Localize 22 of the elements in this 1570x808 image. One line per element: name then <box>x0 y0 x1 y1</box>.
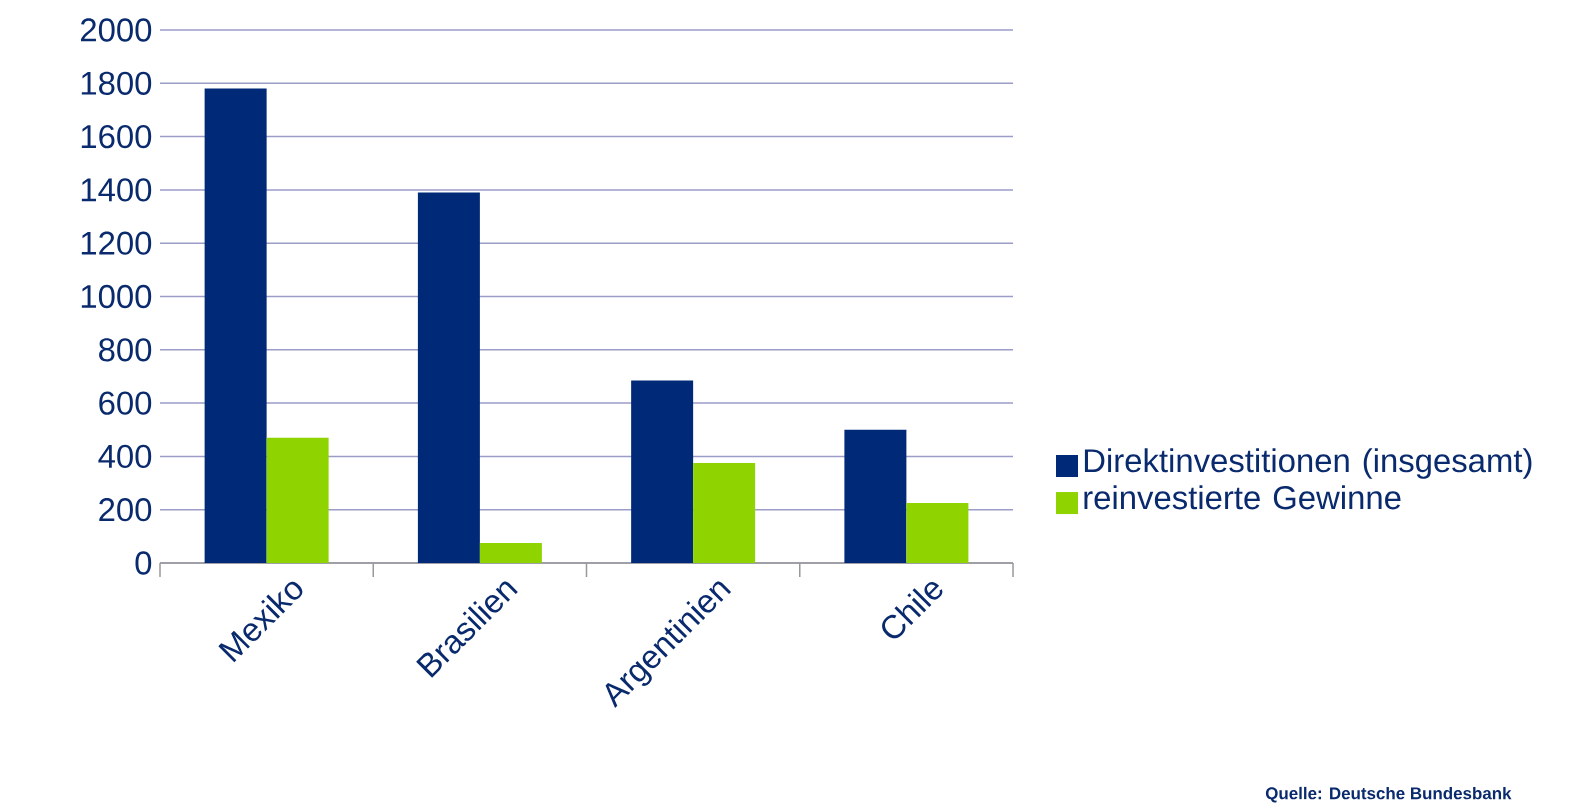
y-tick-label: 2000 <box>81 18 152 42</box>
bar <box>844 429 907 563</box>
legend-label: Direktinvestitionen (insgesamt) <box>1084 448 1532 479</box>
y-tick-label: 400 <box>98 444 152 469</box>
y-tick-label: 1600 <box>81 124 152 149</box>
bar <box>266 437 329 563</box>
bar <box>479 543 542 563</box>
y-tick-label: 0 <box>135 551 152 575</box>
y-tick-label: 1200 <box>81 231 152 255</box>
bar <box>417 192 480 563</box>
y-tick-label: 1000 <box>81 284 152 309</box>
y-tick-label: 800 <box>99 338 152 362</box>
y-tick-label: 1400 <box>81 178 152 202</box>
source-note: Quelle: Deutsche Bundesbank <box>1265 786 1512 803</box>
bar <box>204 88 267 563</box>
legend-label: reinvestierte Gewinne <box>1084 485 1401 510</box>
y-tick-label: 200 <box>99 498 152 522</box>
bar <box>631 380 694 563</box>
y-tick-label: 1800 <box>81 71 152 95</box>
y-tick-label: 600 <box>99 391 152 415</box>
bar <box>693 463 756 563</box>
bar <box>906 503 969 563</box>
